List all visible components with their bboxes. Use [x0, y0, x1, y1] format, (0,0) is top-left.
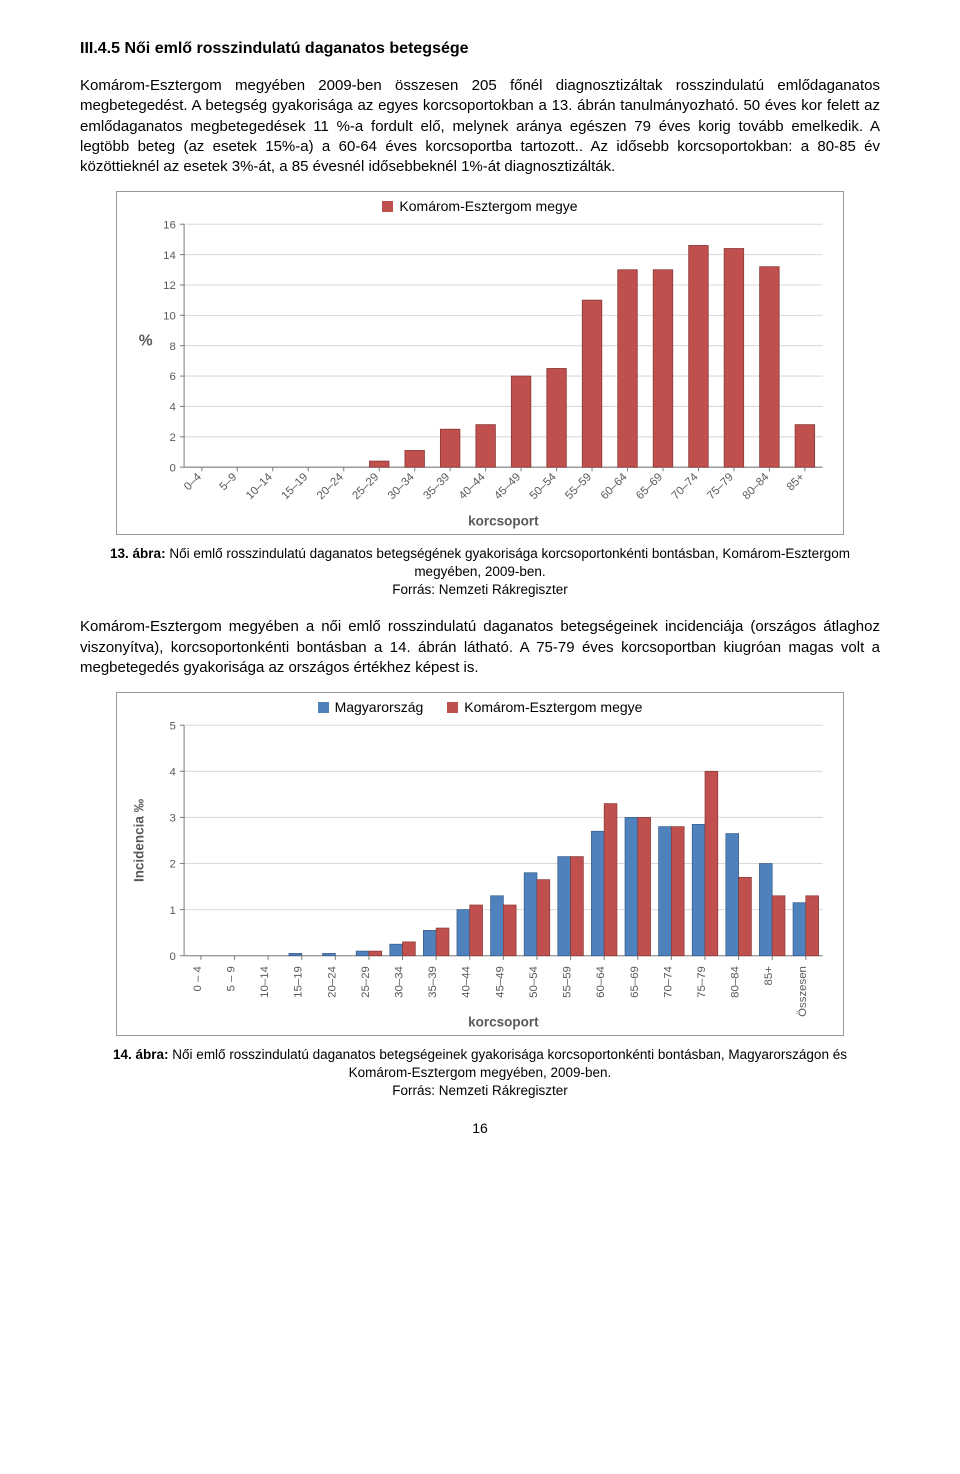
- chart-1-container: Komárom-Esztergom megye 0 2 4 6 8 10 12 14 16 0–4…: [116, 191, 844, 534]
- svg-text:16: 16: [163, 220, 176, 232]
- svg-text:50–54: 50–54: [528, 471, 559, 502]
- caption-1-source: Forrás: Nemzeti Rákregiszter: [392, 582, 568, 597]
- svg-text:5–9: 5–9: [217, 471, 239, 493]
- svg-text:30–34: 30–34: [394, 966, 406, 998]
- svg-text:12: 12: [163, 280, 176, 292]
- svg-text:85+: 85+: [785, 471, 807, 493]
- svg-text:2: 2: [169, 432, 175, 444]
- svg-text:60–64: 60–64: [599, 471, 630, 502]
- legend-label: Magyarország: [335, 699, 424, 715]
- chart-2-container: Magyarország Komárom-Esztergom megye 0 1 2…: [116, 692, 844, 1035]
- svg-text:80–84: 80–84: [730, 966, 742, 998]
- caption-2-source: Forrás: Nemzeti Rákregiszter: [392, 1083, 568, 1098]
- caption-1-text: Női emlő rosszindulatú daganatos betegsé…: [166, 546, 850, 579]
- svg-text:8: 8: [169, 341, 175, 353]
- svg-text:70–74: 70–74: [662, 966, 674, 998]
- caption-2-bold: 14. ábra:: [113, 1047, 169, 1062]
- chart-2-legend: Magyarország Komárom-Esztergom megye: [127, 699, 833, 715]
- caption-2-text: Női emlő rosszindulatú daganatos betegsé…: [169, 1047, 847, 1080]
- paragraph-1: Komárom-Esztergom megyében 2009-ben össz…: [80, 76, 880, 177]
- chart-1-caption: 13. ábra: Női emlő rosszindulatú daganat…: [80, 545, 880, 600]
- svg-text:5: 5: [169, 721, 175, 733]
- chart-2-caption: 14. ábra: Női emlő rosszindulatú daganat…: [80, 1046, 880, 1101]
- svg-text:6: 6: [169, 371, 175, 383]
- svg-text:1: 1: [169, 905, 175, 917]
- section-heading: III.4.5 Női emlő rosszindulatú daganatos…: [80, 40, 880, 58]
- svg-text:20–24: 20–24: [315, 471, 346, 502]
- svg-text:85+: 85+: [763, 966, 775, 986]
- legend-swatch-blue: [318, 702, 329, 713]
- svg-text:30–34: 30–34: [386, 471, 417, 502]
- svg-text:25–29: 25–29: [360, 966, 372, 998]
- svg-text:35–39: 35–39: [427, 966, 439, 998]
- svg-text:0 – 4: 0 – 4: [192, 966, 204, 992]
- svg-text:35–39: 35–39: [421, 471, 452, 502]
- legend-item-hungary: Magyarország: [318, 699, 424, 715]
- svg-text:korcsoport: korcsoport: [468, 514, 539, 529]
- svg-text:75–79: 75–79: [696, 966, 708, 998]
- caption-1-bold: 13. ábra:: [110, 546, 166, 561]
- svg-text:40–44: 40–44: [457, 471, 488, 502]
- svg-text:14: 14: [163, 250, 176, 262]
- paragraph-2: Komárom-Esztergom megyében a női emlő ro…: [80, 617, 880, 678]
- legend-swatch-red-2: [447, 702, 458, 713]
- svg-text:korcsoport: korcsoport: [468, 1014, 539, 1029]
- svg-text:10–14: 10–14: [244, 471, 275, 502]
- chart-1-legend: Komárom-Esztergom megye: [127, 198, 833, 214]
- svg-text:15–19: 15–19: [279, 471, 310, 502]
- svg-text:0–4: 0–4: [182, 471, 204, 493]
- svg-text:25–29: 25–29: [350, 471, 381, 502]
- svg-text:%: %: [139, 333, 153, 350]
- svg-text:45–49: 45–49: [494, 966, 506, 998]
- svg-text:70–74: 70–74: [670, 471, 701, 502]
- svg-text:5 – 9: 5 – 9: [226, 966, 238, 991]
- svg-text:4: 4: [169, 767, 176, 779]
- svg-text:40–44: 40–44: [461, 966, 473, 998]
- chart-1: 02468101214160–45–910–1415–1920–2425–293…: [127, 218, 833, 529]
- svg-text:2: 2: [169, 859, 175, 871]
- chart-2: 0 1 2 3 4 5 0 – 4 5 – 9 10–14 15–19 20–24 25–29 30–3…: [127, 719, 833, 1030]
- svg-text:75–79: 75–79: [705, 471, 736, 502]
- svg-text:4: 4: [169, 402, 176, 414]
- svg-text:0: 0: [169, 463, 175, 475]
- legend-swatch-red: [382, 201, 393, 212]
- svg-text:65–69: 65–69: [629, 966, 641, 998]
- svg-text:Incidencia ‰: Incidencia ‰: [132, 798, 147, 882]
- legend-item-komarom-2: Komárom-Esztergom megye: [447, 699, 642, 715]
- svg-text:55–59: 55–59: [563, 471, 594, 502]
- svg-text:50–54: 50–54: [528, 966, 540, 998]
- svg-text:45–49: 45–49: [492, 471, 523, 502]
- svg-text:Összesen: Összesen: [797, 966, 809, 1017]
- svg-text:60–64: 60–64: [595, 966, 607, 998]
- legend-label: Komárom-Esztergom megye: [464, 699, 642, 715]
- svg-text:15–19: 15–19: [293, 966, 305, 998]
- svg-text:55–59: 55–59: [562, 966, 574, 998]
- svg-text:0: 0: [169, 951, 175, 963]
- svg-text:65–69: 65–69: [634, 471, 665, 502]
- legend-item-komarom: Komárom-Esztergom megye: [382, 198, 577, 214]
- legend-label: Komárom-Esztergom megye: [399, 198, 577, 214]
- svg-text:3: 3: [169, 813, 175, 825]
- svg-text:80–84: 80–84: [741, 471, 772, 502]
- page-number: 16: [80, 1120, 880, 1136]
- svg-text:20–24: 20–24: [326, 966, 338, 998]
- svg-text:10–14: 10–14: [259, 966, 271, 998]
- svg-text:10: 10: [163, 311, 176, 323]
